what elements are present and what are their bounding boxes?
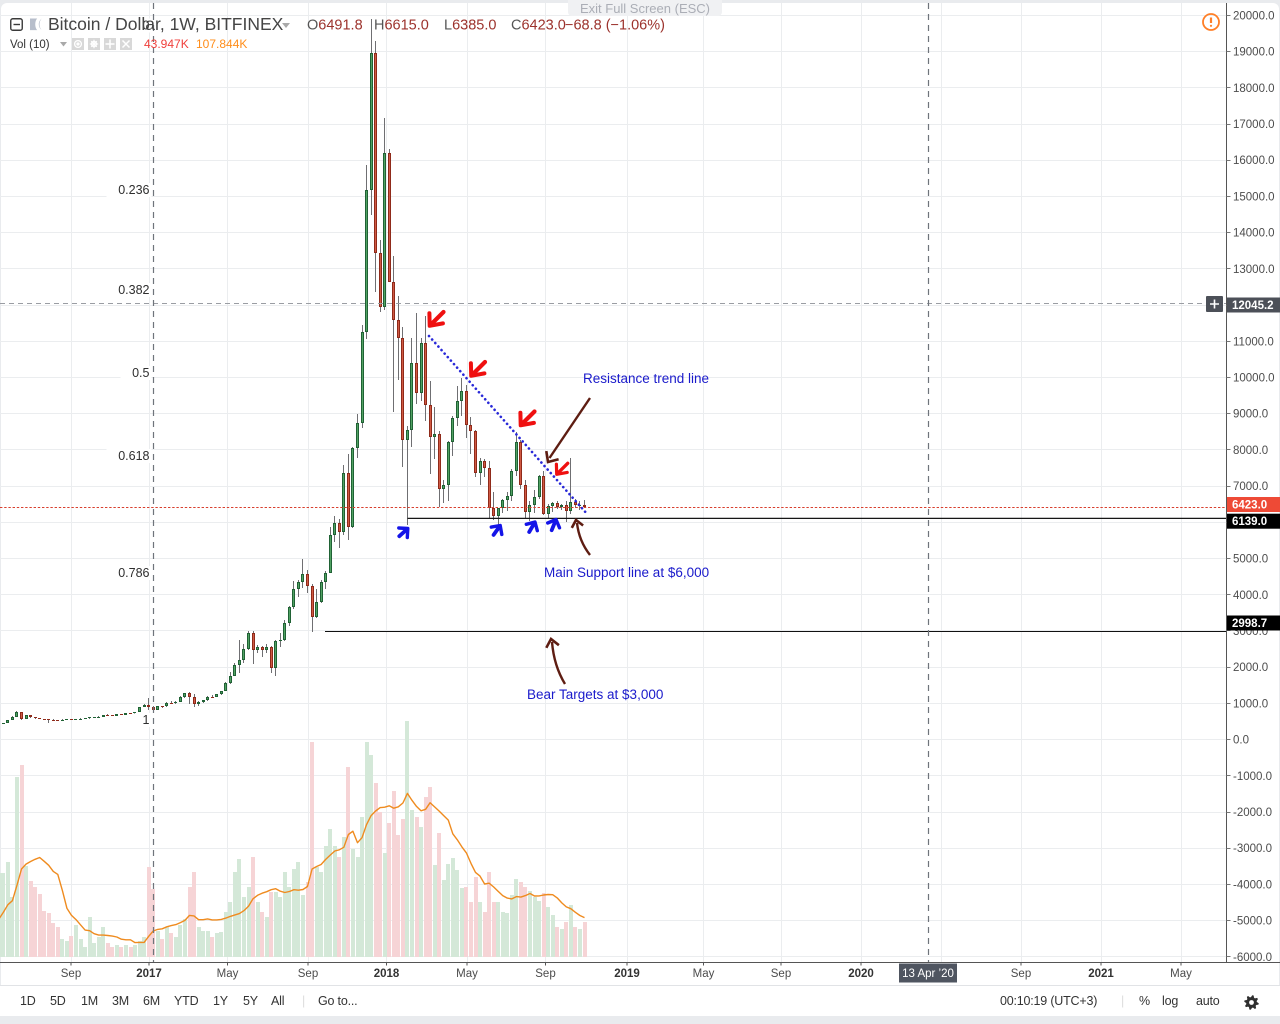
svg-text:May: May — [217, 968, 239, 980]
svg-text:18000.0: 18000.0 — [1233, 83, 1275, 95]
svg-text:0.382: 0.382 — [118, 283, 149, 297]
svg-text:-4000.0: -4000.0 — [1233, 879, 1272, 891]
svg-text:Resistance trend line: Resistance trend line — [583, 371, 709, 386]
svg-text:107.844K: 107.844K — [196, 37, 247, 51]
svg-text:May: May — [693, 968, 715, 980]
svg-text:-6000.0: -6000.0 — [1233, 952, 1272, 964]
svg-text:2018: 2018 — [374, 968, 400, 980]
svg-text:Sep: Sep — [1011, 968, 1031, 980]
svg-text:-5000.0: -5000.0 — [1233, 916, 1272, 928]
svg-text:Bear Targets at $3,000: Bear Targets at $3,000 — [527, 687, 663, 702]
svg-text:0.618: 0.618 — [118, 449, 149, 463]
svg-text:6423.0: 6423.0 — [1232, 500, 1267, 512]
svg-text:5000.0: 5000.0 — [1233, 554, 1268, 566]
svg-text:-1000.0: -1000.0 — [1233, 771, 1272, 783]
svg-text:4000.0: 4000.0 — [1233, 590, 1268, 602]
svg-text:0.0: 0.0 — [1233, 735, 1249, 747]
svg-text:Vol (10): Vol (10) — [10, 39, 50, 51]
svg-text:2998.7: 2998.7 — [1232, 618, 1267, 630]
svg-text:14000.0: 14000.0 — [1233, 228, 1275, 240]
svg-text:Bitcoin / Dollar, 1W, BITFINEX: Bitcoin / Dollar, 1W, BITFINEX — [48, 14, 284, 34]
svg-text:1000.0: 1000.0 — [1233, 698, 1268, 710]
svg-text:11000.0: 11000.0 — [1233, 336, 1274, 348]
svg-text:2021: 2021 — [1088, 968, 1114, 980]
svg-text:2017: 2017 — [136, 968, 162, 980]
svg-text:Sep: Sep — [298, 968, 318, 980]
svg-text:1: 1 — [143, 713, 150, 727]
svg-text:8000.0: 8000.0 — [1233, 445, 1268, 457]
svg-text:Sep: Sep — [771, 968, 791, 980]
svg-text:-3000.0: -3000.0 — [1233, 843, 1272, 855]
svg-text:10000.0: 10000.0 — [1233, 373, 1275, 385]
svg-text:43.947K: 43.947K — [144, 37, 189, 51]
svg-text:2019: 2019 — [614, 968, 640, 980]
svg-text:2020: 2020 — [848, 968, 874, 980]
svg-text:7000.0: 7000.0 — [1233, 481, 1268, 493]
svg-text:15000.0: 15000.0 — [1233, 191, 1275, 203]
svg-text:17000.0: 17000.0 — [1233, 119, 1275, 131]
svg-text:May: May — [456, 968, 478, 980]
svg-text:0.5: 0.5 — [132, 366, 149, 380]
svg-text:May: May — [1170, 968, 1192, 980]
svg-text:13000.0: 13000.0 — [1233, 264, 1275, 276]
svg-text:13 Apr ’20: 13 Apr ’20 — [902, 968, 954, 980]
svg-text:12045.2: 12045.2 — [1232, 300, 1274, 312]
svg-text:19000.0: 19000.0 — [1233, 47, 1275, 59]
svg-text:6139.0: 6139.0 — [1232, 516, 1267, 528]
svg-text:2000.0: 2000.0 — [1233, 662, 1268, 674]
svg-text:16000.0: 16000.0 — [1233, 155, 1275, 167]
svg-text:9000.0: 9000.0 — [1233, 409, 1268, 421]
svg-text:0.236: 0.236 — [118, 183, 149, 197]
svg-text:Sep: Sep — [535, 968, 555, 980]
svg-text:Sep: Sep — [61, 968, 81, 980]
svg-text:0.786: 0.786 — [118, 566, 149, 580]
svg-text:-2000.0: -2000.0 — [1233, 807, 1272, 819]
svg-text:20000.0: 20000.0 — [1233, 10, 1275, 22]
svg-text:Main Support line at $6,000: Main Support line at $6,000 — [544, 565, 709, 580]
svg-text:0: 0 — [143, 19, 150, 33]
